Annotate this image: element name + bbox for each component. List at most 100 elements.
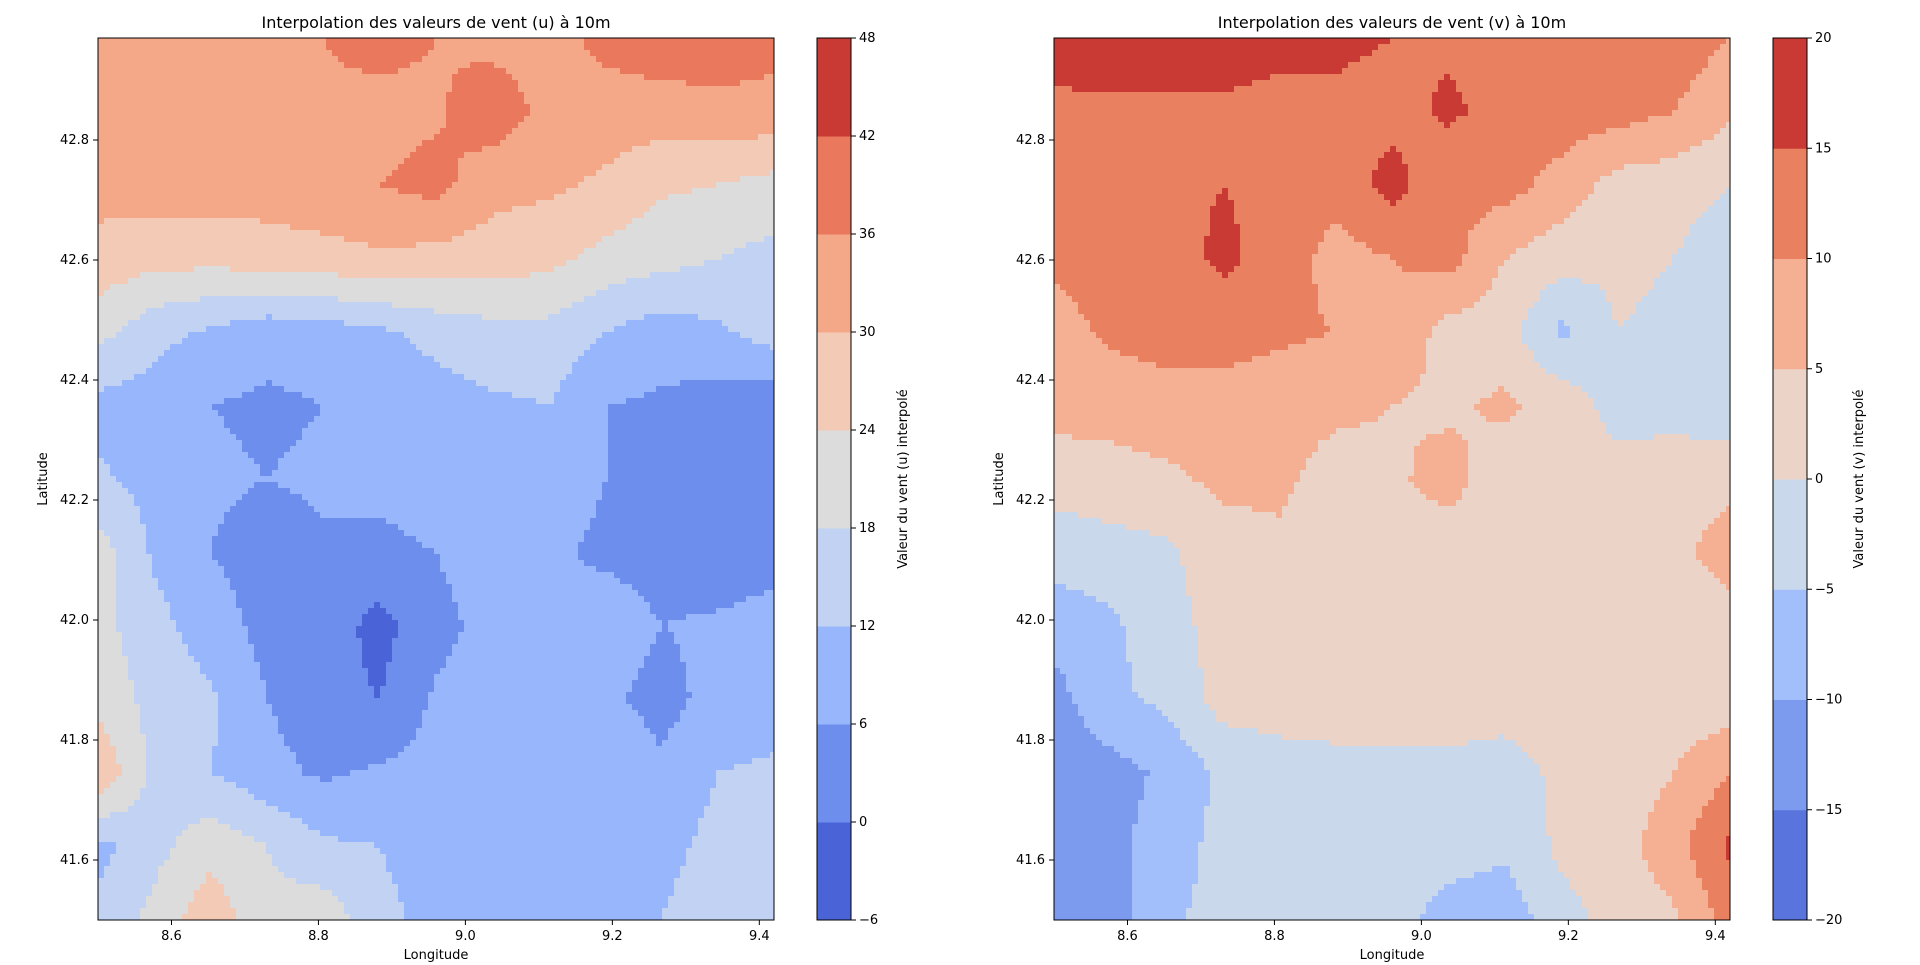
panel-u-contour-cell	[356, 188, 363, 195]
panel-u-contour-cell	[164, 98, 171, 105]
panel-u-contour-cell	[116, 158, 123, 165]
panel-u-contour-cell	[740, 272, 747, 279]
panel-u-contour-cell	[722, 92, 729, 99]
panel-u-contour-cell	[110, 218, 117, 225]
panel-u-contour-cell	[764, 176, 771, 183]
panel-u-contour-cell	[488, 62, 495, 69]
panel-u-contour-cell	[320, 80, 327, 87]
panel-u-contour-cell	[608, 236, 615, 243]
panel-u-contour-cell	[434, 278, 441, 285]
panel-u-contour-cell	[176, 254, 183, 261]
panel-u-contour-cell	[188, 182, 195, 189]
panel-u-contour-cell	[758, 158, 765, 165]
panel-u-contour-cell	[512, 152, 519, 159]
panel-u-contour-cell	[116, 80, 123, 87]
panel-u-contour-cell	[674, 212, 681, 219]
panel-u-contour-cell	[152, 80, 159, 87]
panel-u-contour-cell	[164, 116, 171, 123]
panel-u-contour-cell	[524, 38, 531, 45]
panel-u-contour-cell	[458, 230, 465, 237]
panel-u-contour-cell	[500, 38, 507, 45]
panel-u-contour-cell	[644, 296, 651, 303]
panel-u-contour-cell	[194, 164, 201, 171]
panel-u-contour-cell	[572, 68, 579, 75]
panel-u-contour-cell	[656, 128, 663, 135]
panel-u-contour-cell	[650, 242, 657, 249]
panel-u-contour-cell	[416, 284, 423, 291]
panel-u-contour-cell	[608, 290, 615, 297]
panel-u-contour-cell	[668, 182, 675, 189]
panel-u-contour-cell	[404, 248, 411, 255]
panel-u-contour-cell	[662, 56, 669, 63]
panel-u-contour-cell	[584, 44, 591, 51]
panel-u-contour-cell	[290, 248, 297, 255]
panel-u-contour-cell	[608, 128, 615, 135]
panel-u-contour-cell	[374, 74, 381, 81]
panel-u-contour-cell	[626, 188, 633, 195]
panel-u-contour-cell	[650, 230, 657, 237]
panel-u-contour-cell	[224, 170, 231, 177]
panel-u-contour-cell	[602, 224, 609, 231]
panel-u-contour-cell	[146, 284, 153, 291]
panel-u-contour-cell	[98, 278, 105, 285]
panel-u-contour-cell	[104, 116, 111, 123]
panel-u-contour-cell	[452, 188, 459, 195]
panel-u-contour-cell	[446, 194, 453, 201]
panel-u-contour-cell	[392, 110, 399, 117]
panel-u-contour-cell	[176, 122, 183, 129]
panel-u-contour-cell	[560, 188, 567, 195]
panel-u-contour-cell	[734, 218, 741, 225]
panel-u-contour-cell	[356, 134, 363, 141]
panel-u-contour-cell	[200, 98, 207, 105]
panel-u-contour-cell	[548, 296, 555, 303]
panel-u-contour-cell	[650, 224, 657, 231]
panel-u-contour-cell	[476, 50, 483, 57]
panel-u-contour-cell	[572, 74, 579, 81]
panel-u-contour-cell	[188, 68, 195, 75]
panel-u-contour-cell	[680, 62, 687, 69]
panel-u-contour-cell	[152, 152, 159, 159]
panel-u-contour-cell	[692, 122, 699, 129]
panel-u-contour-cell	[758, 56, 765, 63]
panel-u-contour-cell	[680, 164, 687, 171]
panel-u-contour-cell	[194, 62, 201, 69]
panel-u-contour-cell	[536, 164, 543, 171]
panel-u-contour-cell	[668, 272, 675, 279]
panel-u-contour-cell	[560, 200, 567, 207]
panel-u-contour-cell	[332, 212, 339, 219]
panel-u-contour-cell	[482, 248, 489, 255]
panel-u-contour-cell	[614, 92, 621, 99]
panel-u-contour-cell	[674, 134, 681, 141]
panel-u-contour-cell	[752, 248, 759, 255]
panel-u-contour-cell	[104, 134, 111, 141]
panel-u-contour-cell	[476, 254, 483, 261]
panel-u-contour-cell	[404, 152, 411, 159]
panel-u-contour-cell	[584, 128, 591, 135]
panel-u-contour-cell	[446, 248, 453, 255]
panel-u-contour-cell	[314, 254, 321, 261]
panel-u-contour-cell	[626, 212, 633, 219]
panel-u-contour-cell	[614, 122, 621, 129]
panel-u-contour-cell	[638, 182, 645, 189]
panel-u-contour-cell	[566, 140, 573, 147]
panel-u-contour-cell	[770, 212, 774, 219]
panel-u-contour-cell	[140, 152, 147, 159]
panel-u-contour-cell	[320, 188, 327, 195]
panel-u-contour-cell	[158, 98, 165, 105]
panel-u-contour-cell	[668, 296, 675, 303]
panel-u-contour-cell	[152, 212, 159, 219]
panel-u-contour-cell	[158, 242, 165, 249]
panel-u-contour-cell	[182, 56, 189, 63]
panel-u-contour-cell	[224, 218, 231, 225]
panel-u-contour-cell	[644, 122, 651, 129]
panel-u-contour-cell	[272, 218, 279, 225]
panel-u-contour-cell	[116, 44, 123, 51]
panel-u-contour-cell	[284, 242, 291, 249]
panel-u-contour-cell	[380, 80, 387, 87]
panel-u-contour-cell	[632, 230, 639, 237]
panel-u-contour-cell	[560, 62, 567, 69]
panel-u-contour-cell	[470, 236, 477, 243]
panel-u-contour-cell	[320, 176, 327, 183]
panel-u-contour-cell	[434, 296, 441, 303]
panel-u-contour-cell	[614, 212, 621, 219]
